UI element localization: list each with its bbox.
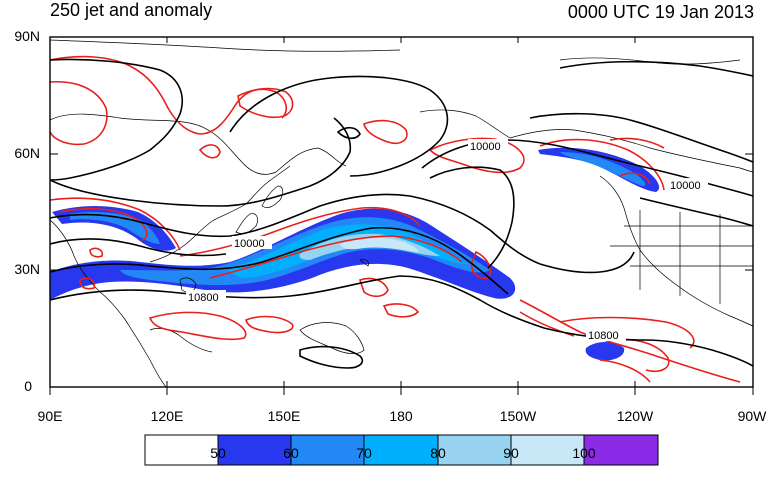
lat-label-60n: 60N [14, 145, 40, 161]
lon-label-120e: 120E [150, 408, 184, 424]
colorbar-box-0 [144, 434, 219, 466]
jet-shade-90 [340, 237, 419, 252]
colorbar-box-4 [437, 434, 512, 466]
anomaly-contours [50, 55, 741, 383]
jet-shade-50-sp [585, 342, 625, 361]
colorbar-label-70: 70 [356, 445, 372, 461]
lon-label-90e: 90E [37, 408, 63, 424]
height-contours [50, 58, 753, 369]
colorbar [144, 434, 659, 466]
colorbar-label-50: 50 [210, 445, 226, 461]
colorbar-box-2 [290, 434, 365, 466]
axis-ticks [49, 36, 754, 395]
map-frame [49, 36, 754, 388]
contour-label-group: 10000 10000 10800 10800 10000 [186, 139, 708, 342]
lat-label-90n: 90N [14, 28, 40, 44]
lon-label-120w: 120W [616, 408, 654, 424]
contour-label: 10000 [670, 180, 701, 192]
jet-shade-50-na [538, 147, 660, 192]
jet-shade-80 [299, 233, 440, 260]
lon-label-150w: 150W [499, 408, 537, 424]
contour-label: 10000 [234, 238, 265, 250]
contour-label: 10800 [588, 330, 619, 342]
coastlines [50, 39, 753, 387]
contour-label: 10800 [188, 292, 219, 304]
lon-label-150e: 150E [267, 408, 301, 424]
lon-label-90w: 90W [737, 408, 767, 424]
colorbar-label-60: 60 [283, 445, 299, 461]
colorbar-label-80: 80 [430, 445, 446, 461]
lon-label-180: 180 [389, 408, 413, 424]
lat-label-30n: 30N [14, 261, 40, 277]
contour-label: 10000 [470, 141, 501, 153]
jet-shade-60-na [560, 152, 646, 186]
lat-label-eq: 0 [24, 378, 32, 394]
valid-time: 0000 UTC 19 Jan 2013 [567, 2, 754, 22]
plot-title: 250 jet and anomaly [50, 0, 213, 20]
jet-shade-50-nw [52, 206, 176, 251]
colorbar-label-90: 90 [503, 445, 519, 461]
colorbar-label-100: 100 [572, 445, 596, 461]
colorbar-box-6 [583, 434, 659, 466]
